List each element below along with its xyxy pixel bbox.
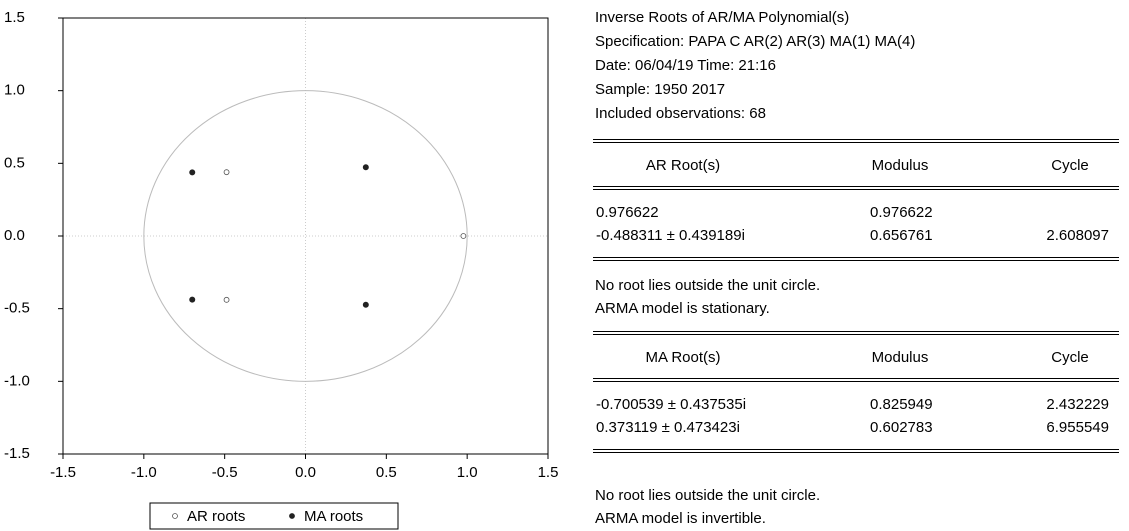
note: ARMA model is invertible. xyxy=(595,510,766,527)
double-rule xyxy=(593,186,1119,190)
double-rule xyxy=(593,139,1119,143)
x-tick-label: 0.5 xyxy=(376,464,397,481)
table-cell: 6.955549 xyxy=(1046,419,1109,436)
double-rule xyxy=(593,449,1119,453)
table-cell: 0.976622 xyxy=(870,204,933,221)
double-rule xyxy=(593,331,1119,335)
y-tick-label: -1.0 xyxy=(4,372,30,389)
x-tick-label: 0.0 xyxy=(295,464,316,481)
chart: -1.5 -1.0 -0.5 0.0 0.5 1.0 1.5 -1.5 -1.0 -0.5 0.0 0… xyxy=(4,9,559,530)
x-tick-label: 1.0 xyxy=(457,464,478,481)
x-tick-label: -0.5 xyxy=(212,464,238,481)
note: No root lies outside the unit circle. xyxy=(595,277,821,294)
y-tick-label: 0.0 xyxy=(4,227,25,244)
y-tick-label: -0.5 xyxy=(4,300,30,317)
double-rule xyxy=(593,378,1119,382)
table-cell: 2.432229 xyxy=(1046,396,1109,413)
legend-marker xyxy=(289,513,295,519)
table-cell: 2.608097 xyxy=(1046,227,1109,244)
root-point xyxy=(362,164,369,171)
header-line: Specification: PAPA C AR(2) AR(3) MA(1) … xyxy=(595,33,916,50)
legend-marker xyxy=(172,513,178,519)
root-point xyxy=(362,301,369,308)
header-line: Included observations: 68 xyxy=(595,105,766,122)
header-line: Sample: 1950 2017 xyxy=(595,81,726,98)
table-header: AR Root(s) xyxy=(645,157,721,174)
note: ARMA model is stationary. xyxy=(595,300,770,317)
legend-label: AR roots xyxy=(187,508,245,525)
table-cell: 0.976622 xyxy=(596,204,659,221)
table-header: Modulus xyxy=(871,349,929,366)
legend-box xyxy=(149,502,399,530)
root-point xyxy=(223,296,230,303)
root-point xyxy=(223,169,230,176)
root-point xyxy=(189,169,196,176)
table-header: Cycle xyxy=(1051,349,1089,366)
y-tick-label: -1.5 xyxy=(4,445,30,462)
table-header: Modulus xyxy=(871,157,929,174)
unit-circle xyxy=(143,90,468,382)
table-cell: 0.602783 xyxy=(870,419,933,436)
table-cell: -0.488311 ± 0.439189i xyxy=(596,227,745,244)
table-cell: 0.656761 xyxy=(870,227,933,244)
root-point xyxy=(189,296,196,303)
y-tick-label: 1.5 xyxy=(4,9,25,26)
header-line: Date: 06/04/19 Time: 21:16 xyxy=(595,57,776,74)
y-tick-label: 0.5 xyxy=(4,154,25,171)
table-header: MA Root(s) xyxy=(645,349,721,366)
table-cell: 0.373119 ± 0.473423i xyxy=(596,419,740,436)
header-line: Inverse Roots of AR/MA Polynomial(s) xyxy=(595,9,850,26)
double-rule xyxy=(593,257,1119,261)
table-cell: -0.700539 ± 0.437535i xyxy=(596,396,747,413)
legend-label: MA roots xyxy=(304,508,363,525)
x-tick-label: -1.0 xyxy=(131,464,157,481)
x-tick-label: -1.5 xyxy=(50,464,76,481)
table-header: Cycle xyxy=(1051,157,1089,174)
y-tick-label: 1.0 xyxy=(4,82,25,99)
note: No root lies outside the unit circle. xyxy=(595,487,821,504)
x-tick-label: 1.5 xyxy=(538,464,559,481)
table-cell: 0.825949 xyxy=(870,396,933,413)
root-point xyxy=(460,233,467,239)
